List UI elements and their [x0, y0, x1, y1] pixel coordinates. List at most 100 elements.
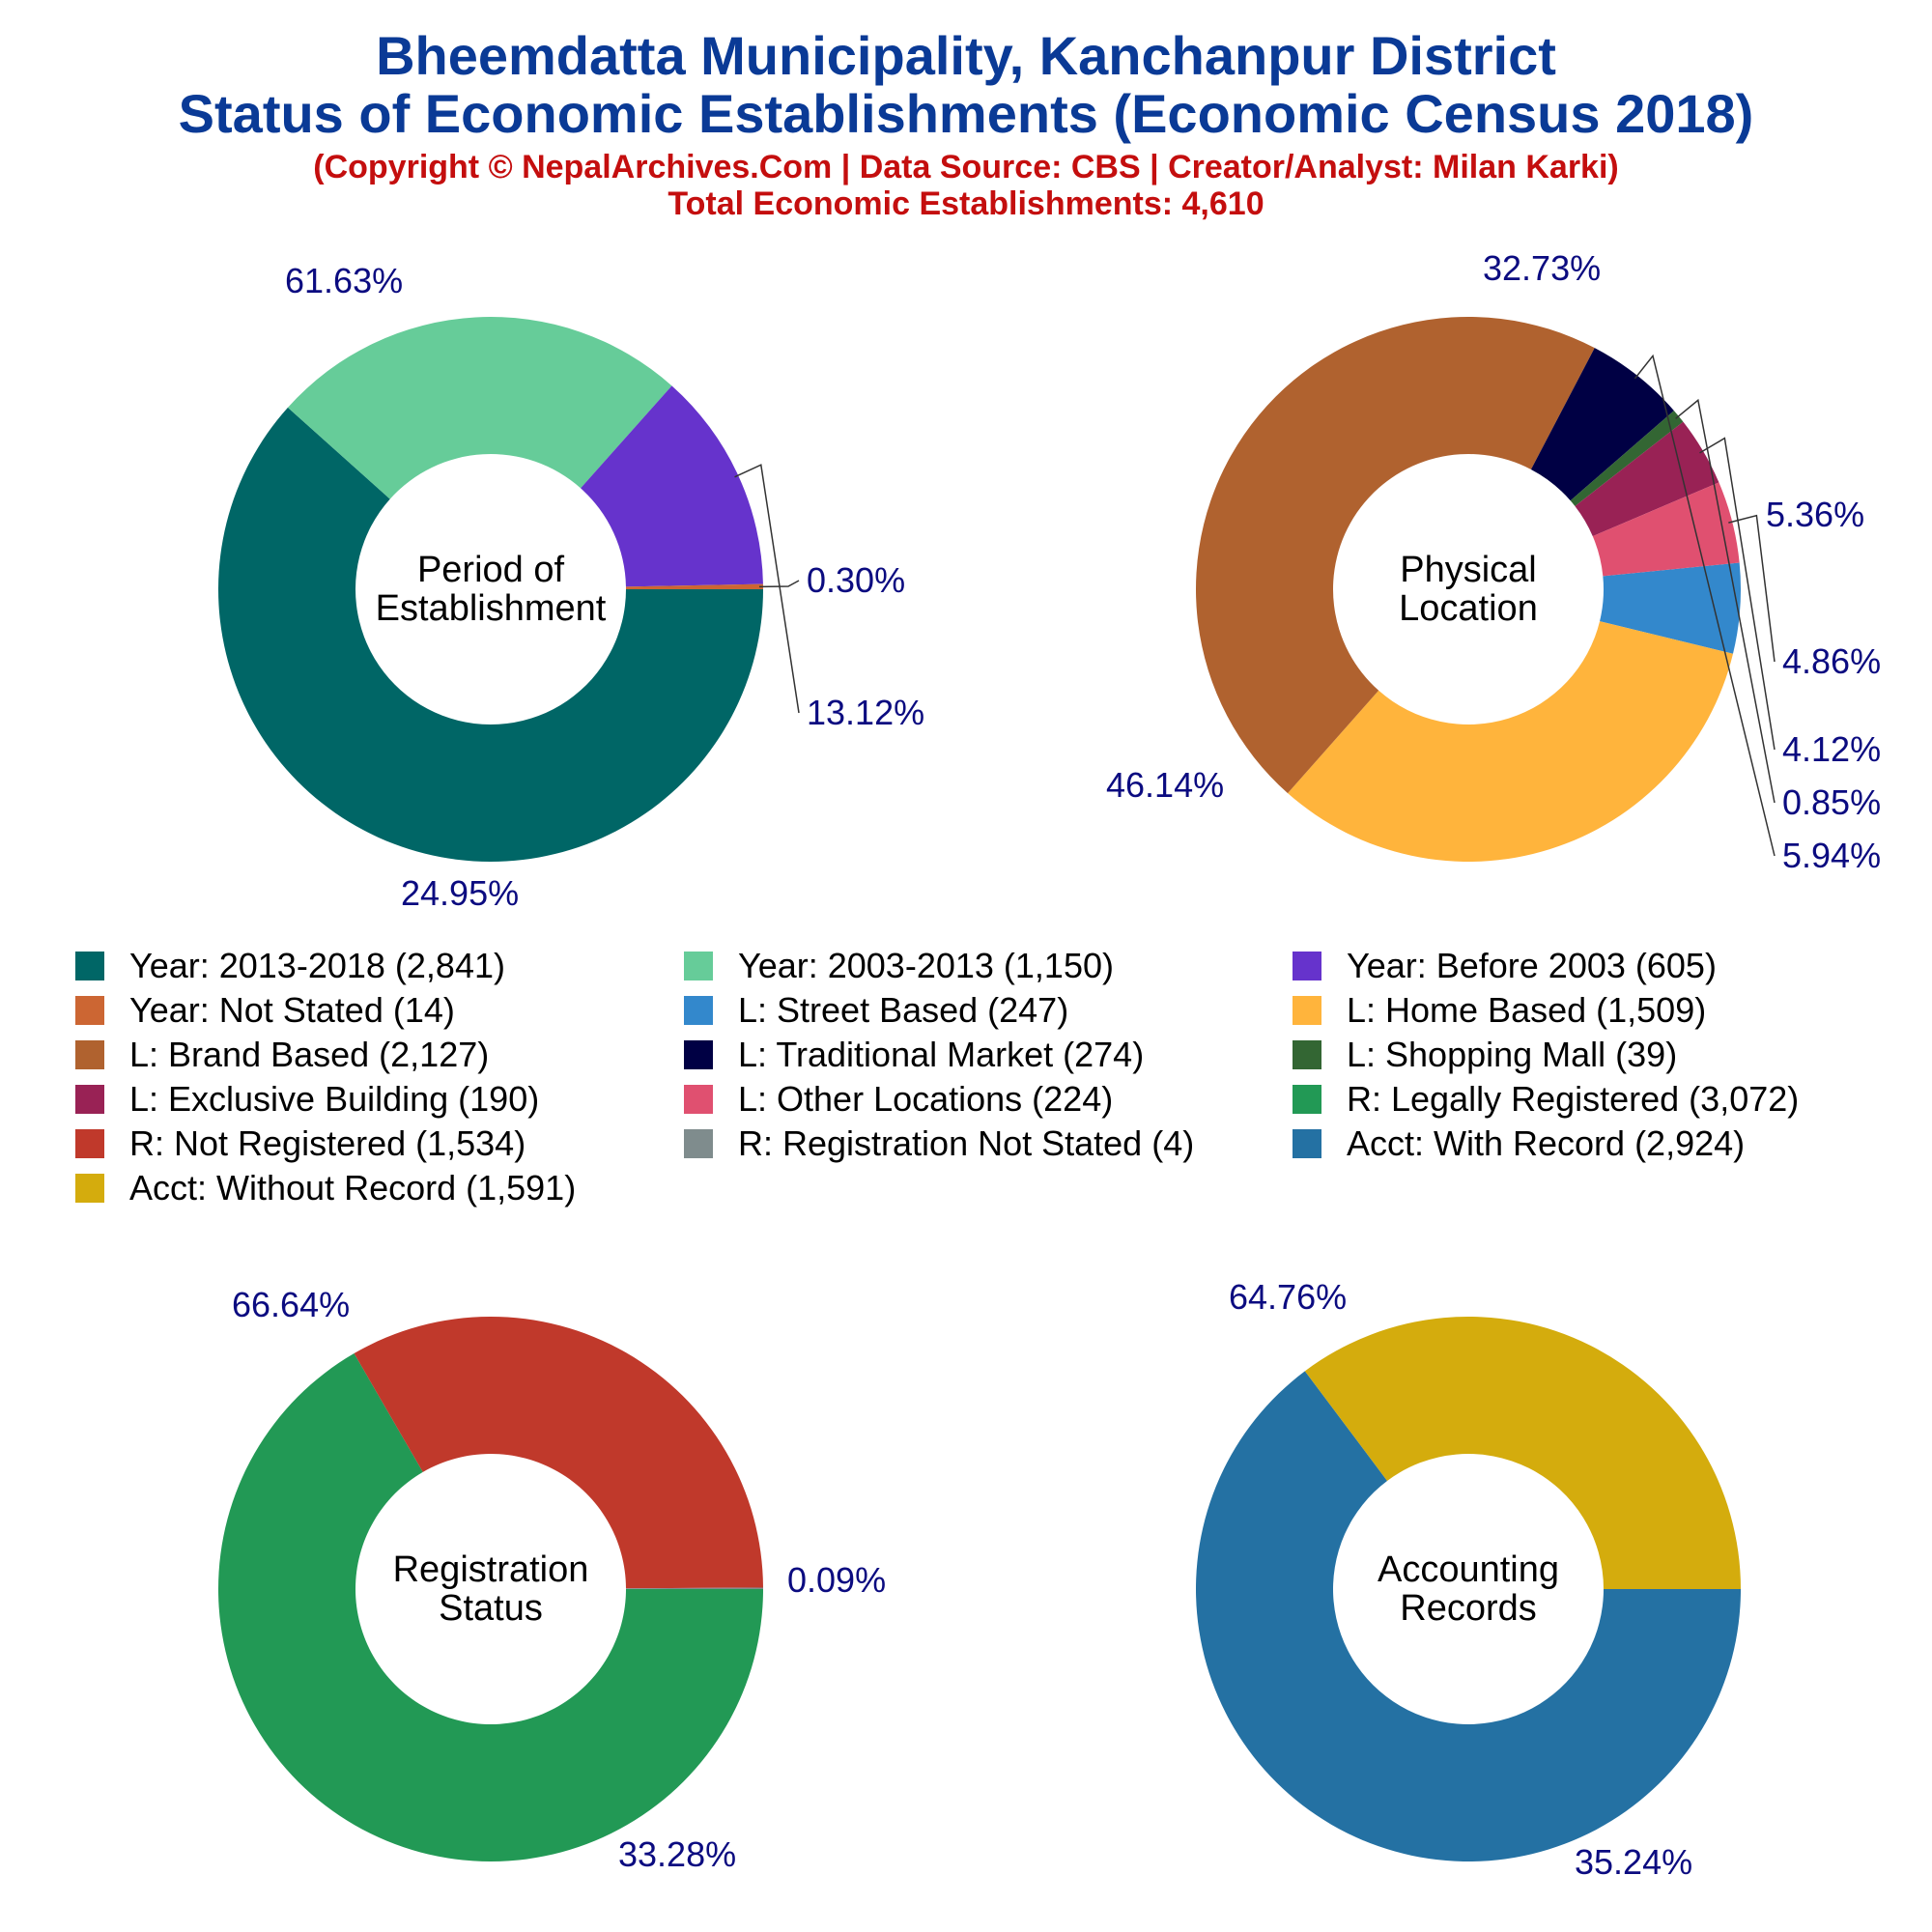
legend-label: L: Shopping Mall (39) [1347, 1035, 1678, 1074]
legend-label: L: Exclusive Building (190) [129, 1079, 540, 1119]
legend-item: Year: Not Stated (14) [75, 989, 455, 1032]
center-label: Period of [417, 550, 565, 590]
legend-swatch [684, 952, 713, 980]
legend-swatch [684, 1085, 713, 1114]
legend-item: L: Traditional Market (274) [684, 1034, 1144, 1076]
label-leader-line [734, 464, 800, 714]
center-label: Accounting [1378, 1549, 1559, 1590]
slice-acct-without-record [1304, 1317, 1741, 1589]
slice-l-other-locations [1592, 482, 1740, 577]
legend-swatch [684, 1129, 713, 1158]
legend-label: L: Traditional Market (274) [738, 1035, 1145, 1074]
chart-subtitle-copyright: (Copyright © NepalArchives.Com | Data So… [313, 149, 1619, 185]
legend-label: R: Not Registered (1,534) [129, 1123, 526, 1163]
center-label: Location [1399, 588, 1538, 629]
percent-label: 4.86% [1782, 641, 1881, 681]
slice-l-home-based [1288, 621, 1733, 863]
percent-label: 35.24% [1575, 1842, 1692, 1882]
slice-year-before-2003 [581, 385, 763, 587]
legend-swatch [75, 952, 104, 980]
slice-year-2013-2018 [217, 407, 764, 862]
legend-swatch [684, 1040, 713, 1069]
center-label: Establishment [376, 588, 607, 629]
percent-label: 46.14% [1106, 765, 1224, 805]
legend-swatch [75, 1174, 104, 1203]
label-leader-line [1728, 514, 1776, 663]
legend-item: R: Not Registered (1,534) [75, 1122, 526, 1165]
percent-label: 0.30% [807, 560, 905, 600]
label-leader-line [1634, 354, 1776, 857]
legend-label: Acct: Without Record (1,591) [129, 1168, 577, 1208]
legend-item: L: Exclusive Building (190) [75, 1078, 539, 1121]
slice-year-2003-2013 [287, 316, 672, 499]
center-label: Records [1400, 1588, 1537, 1629]
legend-swatch [75, 1040, 104, 1069]
slice-r-legally-registered [217, 1353, 763, 1862]
donut-chart-1: 61.63% 24.95% 13.12% 0.30% Period ofEstablis… [217, 261, 924, 913]
legend-item: L: Brand Based (2,127) [75, 1034, 489, 1076]
slice-l-traditional-market [1530, 348, 1674, 501]
percent-label: 5.36% [1766, 495, 1864, 534]
slice-year-not-stated [625, 583, 763, 589]
percent-label: 24.95% [401, 873, 519, 913]
legend-item: Acct: Without Record (1,591) [75, 1167, 576, 1209]
percent-label: 61.63% [285, 261, 403, 300]
slice-l-brand-based [1195, 316, 1595, 794]
legend-swatch [75, 1129, 104, 1158]
legend-item: L: Shopping Mall (39) [1293, 1034, 1677, 1076]
percent-label: 0.85% [1782, 782, 1881, 822]
legend-item: R: Registration Not Stated (4) [684, 1122, 1194, 1165]
legend-swatch [1293, 1085, 1321, 1114]
percent-label: 5.94% [1782, 836, 1881, 875]
chart-header: Bheemdatta Municipality, Kanchanpur Dist… [0, 0, 1932, 223]
legend-label: Acct: With Record (2,924) [1347, 1123, 1746, 1163]
percent-label: 33.28% [618, 1834, 736, 1874]
legend-swatch [1293, 996, 1321, 1025]
legend-item: L: Street Based (247) [684, 989, 1068, 1032]
percent-label: 0.09% [787, 1560, 886, 1600]
legend-item: Year: Before 2003 (605) [1293, 945, 1717, 987]
center-label: Physical [1400, 550, 1537, 590]
legend-label: Year: 2003-2013 (1,150) [738, 946, 1114, 985]
center-label: Status [439, 1588, 543, 1629]
legend-label: L: Other Locations (224) [738, 1079, 1114, 1119]
legend-item: L: Home Based (1,509) [1293, 989, 1706, 1032]
slice-r-not-registered [354, 1316, 763, 1589]
legend-label: R: Registration Not Stated (4) [738, 1123, 1195, 1163]
percent-label: 66.64% [232, 1285, 350, 1324]
slice-l-shopping-mall [1570, 411, 1684, 506]
legend-item: Year: 2003-2013 (1,150) [684, 945, 1114, 987]
center-label: Registration [393, 1549, 589, 1590]
legend-swatch [684, 996, 713, 1025]
slice-l-street-based [1600, 562, 1741, 654]
chart-title-line-1: Bheemdatta Municipality, Kanchanpur Dist… [376, 25, 1556, 86]
label-leader-line [1675, 398, 1776, 804]
legend-label: Year: Before 2003 (605) [1347, 946, 1717, 985]
legend-label: R: Legally Registered (3,072) [1347, 1079, 1800, 1119]
chart-subtitle-total: Total Economic Establishments: 4,610 [668, 185, 1264, 222]
slice-l-exclusive-building [1575, 421, 1719, 537]
legend-swatch [1293, 1040, 1321, 1069]
percent-label: 4.12% [1782, 729, 1881, 769]
legend-label: L: Home Based (1,509) [1347, 990, 1707, 1030]
legend-label: Year: Not Stated (14) [129, 990, 455, 1030]
legend-swatch [75, 1085, 104, 1114]
slice-acct-with-record [1196, 1371, 1741, 1861]
percent-label: 64.76% [1229, 1277, 1347, 1317]
legend-label: L: Brand Based (2,127) [129, 1035, 490, 1074]
label-leader-line [1699, 437, 1776, 751]
legend-label: L: Street Based (247) [738, 990, 1069, 1030]
label-leader-line [758, 580, 800, 588]
legend-item: Acct: With Record (2,924) [1293, 1122, 1745, 1165]
chart-title-line-2: Status of Economic Establishments (Econo… [178, 83, 1754, 144]
legend-swatch [75, 996, 104, 1025]
legend-swatch [1293, 1129, 1321, 1158]
slice-r-registration-not-stated [625, 1587, 763, 1589]
legend-swatch [1293, 952, 1321, 980]
legend-item: L: Other Locations (224) [684, 1078, 1113, 1121]
donut-chart-2: 5.36% 32.73% 46.14% 5.94% 0.85% 4.12% 4.86% Phy… [1106, 248, 1881, 875]
legend-label: Year: 2013-2018 (2,841) [129, 946, 505, 985]
